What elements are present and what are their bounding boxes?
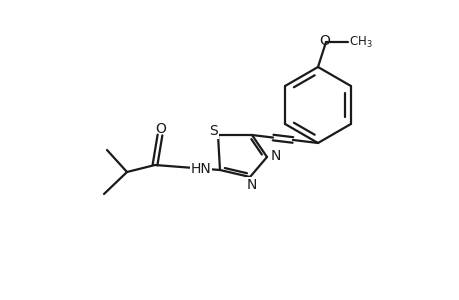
Text: HN: HN xyxy=(190,162,211,176)
Text: CH$_3$: CH$_3$ xyxy=(348,34,372,50)
Text: S: S xyxy=(209,124,218,138)
Text: O: O xyxy=(319,34,330,48)
Text: N: N xyxy=(246,178,257,192)
Text: O: O xyxy=(155,122,166,136)
Text: N: N xyxy=(270,149,280,163)
